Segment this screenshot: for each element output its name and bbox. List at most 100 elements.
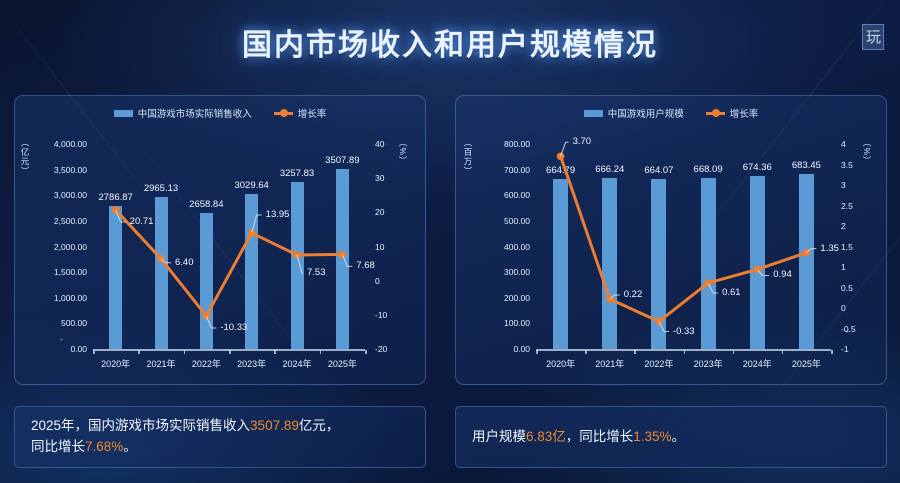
x-axis-tick-label: 2023年 [237, 359, 267, 369]
x-axis-tick-label: 2020年 [546, 359, 576, 369]
legend-bar-swatch-icon [583, 109, 603, 117]
label-leader-line [160, 258, 171, 264]
plot-area-revenue: 0.00 500.00 1,000.00 1,500.00 2,000.00 2,500.… [20, 138, 408, 369]
y2-axis-tick: -0.5 [841, 323, 856, 334]
y2-axis-tick: 0 [841, 303, 846, 313]
y2-axis-tick: 2.5 [841, 200, 853, 211]
x-axis-tick-label: 2025年 [327, 359, 357, 369]
x-axis-tick-label: 2022年 [644, 359, 674, 369]
x-axis-tick-label: 2020年 [101, 359, 131, 369]
y-axis-tick: 600.00 [504, 190, 530, 201]
x-axis-tick-label: 2024年 [742, 359, 772, 369]
x-axis-tick-mark [634, 350, 636, 354]
bar [553, 178, 569, 349]
label-leader-line [115, 209, 126, 223]
chart-panel-users: 中国游戏用户规模 增长率 0.00 100.00 200.00 300.00 400.0… [455, 95, 887, 385]
caption-part: 。 [671, 428, 686, 444]
line-value-label: 13.95 [265, 209, 290, 220]
caption-value-growth: 7.68% [85, 439, 124, 454]
y-axis-tick: 2,500.00 [53, 215, 87, 226]
y-axis-tick: 2,000.00 [53, 241, 87, 252]
bar-value-label: 666.24 [595, 164, 625, 176]
legend-item-bar: 中国游戏市场实际销售收入 [113, 106, 252, 120]
y2-axis-tick: -10 [375, 309, 388, 320]
label-leader-line [707, 282, 719, 294]
x-axis-tick-mark [831, 350, 833, 354]
y2-axis-tick: 0.5 [841, 282, 853, 293]
x-axis-tick-mark [365, 350, 367, 354]
legend-line-label: 增长率 [297, 109, 327, 120]
bar-value-label: 3029.64 [234, 179, 269, 191]
caption-users-text: 用户规模6.83亿，同比增长1.35%。 [456, 427, 701, 448]
x-axis-tick-mark [536, 350, 538, 354]
bar [700, 177, 716, 349]
legend-line-swatch-icon [273, 109, 293, 117]
bar-value-label: 668.09 [693, 163, 723, 175]
bar [290, 182, 304, 349]
line-value-label: 0.94 [773, 269, 792, 281]
y2-axis-tick: 10 [375, 241, 385, 252]
x-axis-tick-mark [229, 350, 231, 354]
bar [602, 178, 618, 349]
x-axis-tick-label: 2021年 [146, 359, 176, 369]
label-leader-line [296, 254, 303, 274]
y2-axis-tick: 20 [375, 207, 385, 218]
y-axis-tick: 0.00 [513, 344, 530, 354]
line-value-label: 6.40 [175, 256, 194, 268]
legend-bar-swatch-icon [113, 109, 133, 117]
caption-part: 亿元， [298, 418, 340, 434]
watermark-icon: 玩 [862, 24, 884, 50]
y2-axis-tick: 2 [841, 221, 846, 231]
y2-axis-tick: 30 [375, 173, 385, 184]
legend-line-label: 增长率 [729, 109, 759, 120]
bar-value-label: 2658.84 [189, 198, 224, 210]
bar-value-label: 674.36 [742, 162, 772, 174]
caption-value-growth: 1.35% [633, 428, 672, 444]
plot-area-users: 0.00 100.00 200.00 300.00 400.00 500.00 600.00… [463, 136, 872, 369]
x-axis-tick-label: 2025年 [791, 359, 821, 369]
x-axis-line [93, 349, 365, 351]
label-leader-line [341, 254, 353, 267]
caption-value-revenue: 3507.89 [250, 418, 299, 434]
x-axis-tick-mark [319, 350, 322, 354]
legend-item-line: 增长率 [273, 106, 327, 120]
chart-panel-revenue: 中国游戏市场实际销售收入 增长率 0.00 500.00 1,000.00 1,500… [14, 95, 426, 385]
y2-axis-unit-label: （%） [862, 138, 872, 166]
y2-axis-tick: 40 [375, 139, 385, 149]
line-value-label: 3.70 [572, 136, 592, 148]
x-axis-tick-mark [138, 350, 140, 354]
legend-users: 中国游戏用户规模 增长率 [456, 106, 886, 120]
label-leader-line [205, 315, 217, 329]
x-axis-tick-mark [732, 350, 735, 354]
legend-revenue: 中国游戏市场实际销售收入 增长率 [15, 106, 425, 120]
caption-revenue: 2025年，国内游戏市场实际销售收入3507.89亿元， 同比增长7.68%。 [14, 406, 426, 468]
x-axis-tick-label: 2022年 [191, 359, 221, 369]
y-axis-tick: 500.00 [61, 318, 87, 329]
line-value-label: 7.53 [307, 266, 326, 278]
y-axis-tick: 1,500.00 [53, 267, 87, 278]
line-value-label: 0.22 [623, 288, 643, 300]
label-leader-line [756, 269, 770, 276]
line-value-label: 0.61 [722, 286, 741, 298]
legend-bar-label: 中国游戏市场实际销售收入 [137, 109, 252, 120]
y2-axis-tick: 3 [841, 180, 846, 190]
bar [798, 173, 814, 349]
y2-axis-tick: 4 [841, 139, 846, 149]
bar [154, 197, 168, 349]
label-leader-line [806, 248, 817, 254]
y2-axis-tick: 0 [375, 275, 380, 286]
bar-value-label: 664.07 [644, 164, 674, 176]
caption-value-users: 6.83亿 [526, 428, 566, 444]
x-axis-tick-mark [781, 350, 784, 354]
legend-item-bar: 中国游戏用户规模 [583, 106, 684, 120]
line-value-label: 7.68 [356, 260, 375, 272]
caption-part: 2025年，国内游戏市场实际销售收入 [31, 418, 251, 434]
line-value-label: -10.33 [220, 321, 248, 333]
y-axis-tick: 0.00 [70, 344, 87, 354]
bar-value-label: 664.79 [546, 164, 576, 176]
y-axis-tick: 400.00 [504, 241, 530, 252]
x-axis-tick-label: 2024年 [282, 359, 312, 369]
bar-value-label: 2965.13 [143, 183, 179, 195]
caption-part: 用户规模 [472, 428, 526, 444]
y-axis-tick: 3,000.00 [53, 190, 87, 201]
